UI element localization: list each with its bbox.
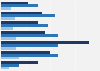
- Bar: [1, 27, 13, 30]
- Bar: [1, 57, 19, 59]
- Bar: [1, 14, 55, 17]
- Bar: [1, 7, 11, 10]
- Bar: [1, 44, 58, 47]
- Bar: [1, 17, 15, 20]
- Bar: [1, 34, 58, 37]
- Bar: [1, 51, 50, 54]
- Bar: [1, 41, 89, 44]
- Bar: [1, 21, 38, 24]
- Bar: [1, 54, 58, 57]
- Bar: [1, 31, 45, 34]
- Bar: [1, 24, 48, 27]
- Bar: [1, 2, 28, 4]
- Bar: [1, 4, 38, 7]
- Bar: [1, 64, 19, 67]
- Bar: [1, 67, 9, 69]
- Bar: [1, 47, 16, 50]
- Bar: [1, 61, 38, 64]
- Bar: [1, 37, 16, 40]
- Bar: [1, 12, 42, 14]
